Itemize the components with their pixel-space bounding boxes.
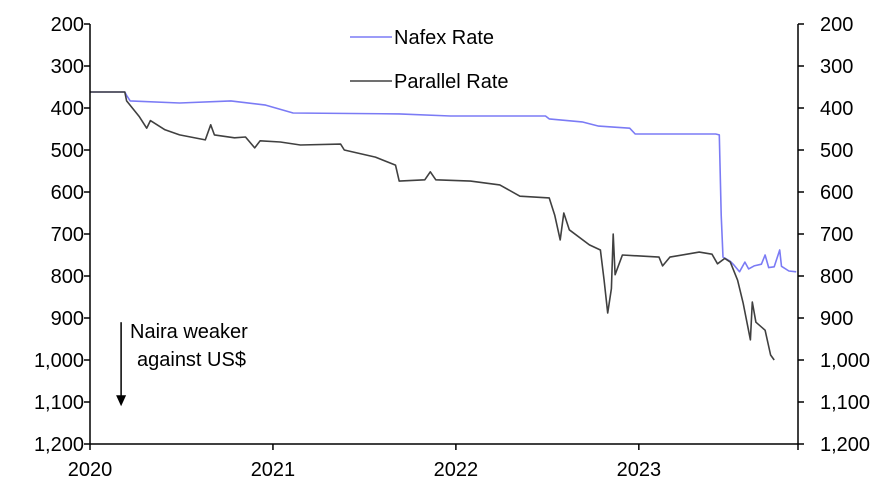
x-tick-label: 2021 [251,459,296,481]
x-tick-label: 2020 [68,459,113,481]
right-y-tick-label: 1,200 [820,434,870,456]
right-y-tick-label: 900 [820,308,853,330]
legend: Nafex Rate Parallel Rate [350,27,509,93]
right-y-tick-label: 800 [820,266,853,288]
left-y-tick-label: 200 [51,14,84,36]
left-y-tick-label: 700 [51,224,84,246]
right-y-tick-label: 300 [820,56,853,78]
series-line-parallel-rate [90,91,775,361]
annotation: Naira weaker against US$ [116,321,248,407]
left-y-tick-label: 1,200 [34,434,84,456]
annotation-line1: Naira weaker [130,321,248,343]
legend-label-nafex: Nafex Rate [394,27,494,49]
right-y-tick-label: 1,100 [820,392,870,414]
right-y-tick-label: 200 [820,14,853,36]
right-y-tick-label: 500 [820,140,853,162]
series-line-nafex-rate [90,91,797,273]
left-y-tick-label: 300 [51,56,84,78]
left-y-tick-label: 900 [51,308,84,330]
right-y-tick-label: 400 [820,98,853,120]
left-y-tick-label: 1,100 [34,392,84,414]
annotation-line2: against US$ [137,349,246,371]
legend-label-parallel: Parallel Rate [394,71,509,93]
arrow-head-icon [116,395,127,407]
right-y-tick-label: 700 [820,224,853,246]
right-y-tick-label: 600 [820,182,853,204]
left-y-tick-label: 1,000 [34,350,84,372]
left-y-tick-label: 400 [51,98,84,120]
right-y-tick-label: 1,000 [820,350,870,372]
left-y-tick-label: 800 [51,266,84,288]
axes: 200 200 300 300 400 400 500 500 600 600 700 700 800 8… [34,14,870,481]
plot-area [90,91,797,361]
x-tick-label: 2023 [617,459,662,481]
left-y-tick-label: 600 [51,182,84,204]
x-tick-label: 2022 [434,459,479,481]
left-y-tick-label: 500 [51,140,84,162]
